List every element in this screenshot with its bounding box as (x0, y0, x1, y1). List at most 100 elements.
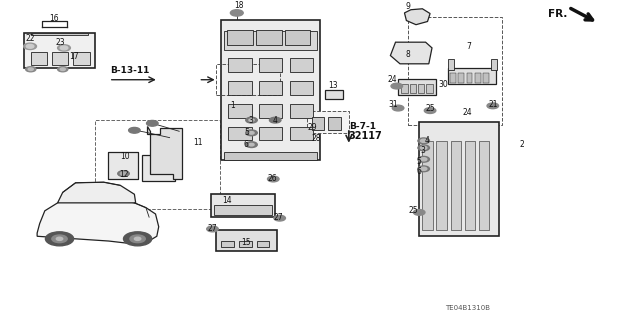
Bar (228, 58, 252, 72)
Bar (259, 104, 282, 118)
Polygon shape (147, 127, 182, 179)
Circle shape (249, 132, 254, 134)
Circle shape (26, 67, 36, 72)
Bar (401, 84, 408, 93)
Circle shape (246, 142, 257, 147)
Bar (418, 84, 424, 93)
Bar (259, 127, 282, 140)
Bar (290, 81, 313, 95)
Text: 27: 27 (273, 213, 284, 222)
Text: 28: 28 (312, 134, 321, 143)
Circle shape (274, 215, 285, 221)
Text: 31: 31 (388, 100, 399, 109)
Bar (479, 141, 489, 230)
Bar (448, 59, 454, 70)
Bar (228, 81, 252, 95)
Circle shape (413, 210, 425, 215)
Text: B-7-1: B-7-1 (349, 122, 376, 131)
Bar (448, 68, 496, 84)
Polygon shape (404, 9, 430, 25)
Bar (312, 117, 324, 130)
Text: 14: 14 (222, 196, 232, 205)
Bar (221, 241, 234, 248)
Circle shape (124, 232, 152, 246)
Bar (436, 141, 447, 230)
Bar (491, 59, 497, 70)
Circle shape (58, 67, 68, 72)
Polygon shape (58, 182, 136, 203)
Circle shape (392, 105, 404, 111)
Text: 18: 18 (234, 1, 243, 10)
Bar (216, 64, 280, 95)
Bar (228, 104, 252, 118)
Polygon shape (390, 42, 432, 64)
Circle shape (246, 117, 257, 123)
Bar (52, 52, 68, 65)
Text: 24: 24 (462, 108, 472, 117)
Circle shape (130, 235, 145, 243)
Text: 30: 30 (438, 80, 449, 89)
Bar (108, 152, 138, 179)
Bar (325, 90, 343, 99)
Text: 9: 9 (406, 2, 411, 11)
Text: 17: 17 (68, 52, 79, 61)
Bar (227, 30, 253, 45)
Bar (214, 205, 272, 215)
Bar (224, 31, 317, 50)
Circle shape (60, 68, 65, 70)
Bar (475, 73, 481, 83)
Text: 25: 25 (425, 105, 435, 114)
Circle shape (418, 156, 429, 162)
Circle shape (420, 158, 427, 161)
Circle shape (28, 68, 33, 70)
Bar (398, 79, 436, 95)
Bar (211, 194, 275, 217)
Circle shape (24, 43, 36, 49)
Bar (467, 73, 472, 83)
Bar (307, 111, 349, 133)
Bar (257, 241, 269, 248)
Circle shape (391, 83, 403, 89)
Bar (259, 81, 282, 95)
Text: 22: 22 (26, 34, 35, 43)
Text: TE04B1310B: TE04B1310B (445, 305, 490, 311)
Bar (31, 33, 88, 35)
Text: 13: 13 (328, 81, 338, 90)
Bar (24, 33, 95, 68)
Bar (290, 127, 313, 140)
Bar (216, 230, 277, 251)
Bar (410, 84, 416, 93)
Circle shape (418, 145, 429, 151)
Bar (256, 30, 282, 45)
Bar (108, 152, 138, 179)
Text: 3: 3 (248, 115, 253, 125)
Bar (31, 52, 47, 65)
Text: 4: 4 (425, 136, 430, 145)
Bar (290, 58, 313, 72)
Text: 4: 4 (273, 115, 278, 125)
Circle shape (424, 108, 436, 114)
Text: 8: 8 (406, 50, 411, 59)
Circle shape (230, 10, 243, 16)
Text: 5: 5 (244, 128, 249, 137)
Text: 3: 3 (420, 146, 425, 155)
Circle shape (246, 130, 257, 136)
Circle shape (420, 139, 427, 142)
Circle shape (420, 146, 427, 149)
Text: 29: 29 (307, 122, 317, 132)
Circle shape (269, 117, 281, 123)
Text: 7: 7 (467, 42, 472, 51)
Circle shape (60, 46, 68, 50)
Circle shape (268, 176, 279, 182)
Text: 11: 11 (194, 138, 203, 147)
Bar (228, 127, 252, 140)
Bar (259, 58, 282, 72)
Text: 12: 12 (119, 170, 128, 179)
Text: 21: 21 (489, 100, 498, 109)
Text: 2: 2 (519, 140, 524, 150)
Bar (290, 104, 313, 118)
Text: 15: 15 (241, 238, 252, 247)
Text: 5: 5 (417, 157, 422, 166)
Circle shape (58, 45, 70, 51)
Bar (221, 20, 320, 160)
